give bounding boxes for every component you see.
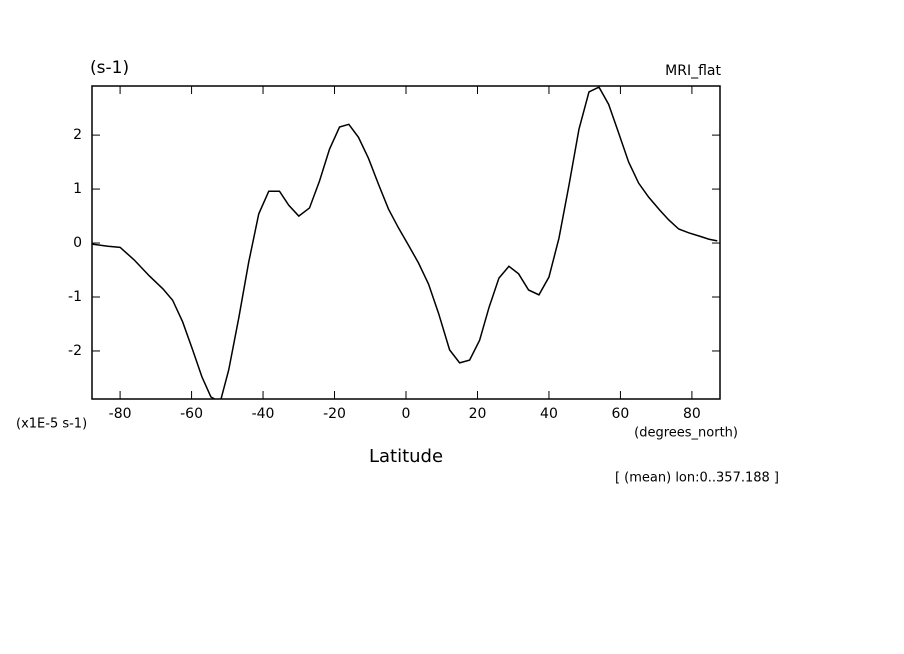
y-tick-label: 0 (73, 235, 82, 251)
x-tick-label: -80 (109, 406, 132, 422)
y-unit-label: (x1E-5 s-1) (16, 417, 87, 432)
x-axis-label: Latitude (369, 446, 443, 467)
y-tick-label: -2 (68, 343, 82, 359)
x-tick-label: 80 (683, 406, 701, 422)
x-unit-label: (degrees_north) (634, 426, 738, 441)
annotation: [ (mean) lon:0..357.188 ] (615, 471, 779, 486)
x-tick-label: -60 (180, 406, 203, 422)
chart-subtitle: MRI_flat (665, 63, 721, 79)
y-tick-label: -1 (68, 289, 82, 305)
plot-frame (91, 85, 721, 400)
x-tick-label: 60 (612, 406, 630, 422)
y-tick-label: 2 (73, 127, 82, 143)
x-tick-label: 0 (402, 406, 411, 422)
x-tick-label: -40 (252, 406, 275, 422)
x-tick-label: 20 (469, 406, 487, 422)
chart-title: (s-1) (90, 58, 129, 78)
y-tick-label: 1 (73, 181, 82, 197)
x-tick-label: -20 (323, 406, 346, 422)
x-tick-label: 40 (540, 406, 558, 422)
data-line (92, 86, 718, 399)
